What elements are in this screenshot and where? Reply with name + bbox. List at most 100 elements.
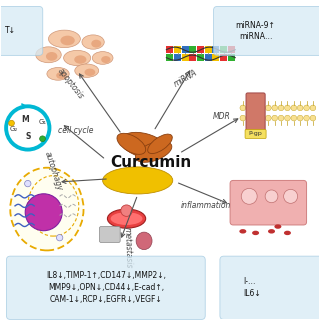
Bar xyxy=(220,46,227,53)
Circle shape xyxy=(246,105,252,111)
Ellipse shape xyxy=(60,36,75,45)
Bar xyxy=(182,54,189,61)
Circle shape xyxy=(284,115,290,121)
Ellipse shape xyxy=(47,68,69,80)
Ellipse shape xyxy=(239,229,246,234)
Circle shape xyxy=(121,205,132,216)
Ellipse shape xyxy=(148,134,172,154)
Ellipse shape xyxy=(274,224,281,229)
Ellipse shape xyxy=(64,50,91,66)
Circle shape xyxy=(266,105,271,111)
Circle shape xyxy=(266,115,271,121)
Bar xyxy=(182,46,189,53)
Text: inflammation: inflammation xyxy=(181,201,231,210)
Circle shape xyxy=(246,115,252,121)
Ellipse shape xyxy=(92,52,113,64)
Ellipse shape xyxy=(46,52,57,61)
Ellipse shape xyxy=(101,56,110,63)
Circle shape xyxy=(259,105,265,111)
Ellipse shape xyxy=(108,209,146,228)
Ellipse shape xyxy=(82,35,104,49)
Text: P-gp: P-gp xyxy=(249,132,262,137)
Circle shape xyxy=(265,190,278,203)
Circle shape xyxy=(297,105,303,111)
Bar xyxy=(166,54,173,61)
Bar xyxy=(189,46,196,53)
Circle shape xyxy=(272,105,277,111)
Ellipse shape xyxy=(75,64,99,77)
FancyBboxPatch shape xyxy=(220,256,320,319)
FancyBboxPatch shape xyxy=(230,180,307,225)
FancyBboxPatch shape xyxy=(0,6,43,55)
FancyBboxPatch shape xyxy=(245,130,266,139)
Circle shape xyxy=(310,105,316,111)
Text: IL8↓,TIMP-1↑,CD147↓,MMP2↓,
MMP9↓,OPN↓,CD44↓,E-cad↑,
CAM-1↓,RCP↓,EGFR↓,VEGF↓: IL8↓,TIMP-1↑,CD147↓,MMP2↓, MMP9↓,OPN↓,CD… xyxy=(46,271,166,304)
Text: G₂: G₂ xyxy=(10,126,18,132)
Bar xyxy=(189,54,196,61)
FancyBboxPatch shape xyxy=(100,227,120,243)
Ellipse shape xyxy=(84,68,95,76)
Ellipse shape xyxy=(91,40,101,48)
Bar xyxy=(204,46,212,53)
Circle shape xyxy=(310,115,316,121)
Circle shape xyxy=(253,105,259,111)
Circle shape xyxy=(241,188,257,204)
Circle shape xyxy=(259,115,265,121)
Circle shape xyxy=(278,105,284,111)
Circle shape xyxy=(304,105,309,111)
Circle shape xyxy=(253,115,259,121)
Bar xyxy=(197,54,204,61)
Bar xyxy=(204,54,212,61)
Ellipse shape xyxy=(103,167,173,194)
Bar xyxy=(212,46,219,53)
Circle shape xyxy=(40,136,45,142)
Text: MDR: MDR xyxy=(213,112,231,121)
Ellipse shape xyxy=(136,232,152,250)
Circle shape xyxy=(240,105,246,111)
FancyBboxPatch shape xyxy=(213,6,320,55)
FancyBboxPatch shape xyxy=(6,256,205,319)
Ellipse shape xyxy=(74,55,86,64)
Bar xyxy=(228,54,235,61)
Text: S: S xyxy=(25,132,30,141)
Bar xyxy=(197,46,204,53)
Circle shape xyxy=(284,105,290,111)
Text: Curcumin: Curcumin xyxy=(110,156,191,171)
Circle shape xyxy=(297,115,303,121)
Text: M: M xyxy=(21,115,29,124)
Ellipse shape xyxy=(284,231,291,235)
Circle shape xyxy=(304,115,309,121)
Ellipse shape xyxy=(10,168,84,251)
FancyBboxPatch shape xyxy=(246,93,265,133)
Circle shape xyxy=(240,115,246,121)
Ellipse shape xyxy=(121,132,167,158)
Text: miRNA: miRNA xyxy=(172,68,199,89)
Text: I-…
IL6↓: I-… IL6↓ xyxy=(243,277,260,298)
Ellipse shape xyxy=(49,30,80,48)
Ellipse shape xyxy=(135,141,172,162)
Ellipse shape xyxy=(268,229,275,234)
Ellipse shape xyxy=(36,47,61,63)
Ellipse shape xyxy=(252,231,259,235)
Ellipse shape xyxy=(56,72,66,79)
Bar xyxy=(212,54,219,61)
Circle shape xyxy=(284,189,298,203)
Ellipse shape xyxy=(117,133,146,154)
Text: apoptosis: apoptosis xyxy=(56,66,86,101)
Circle shape xyxy=(56,235,63,241)
Ellipse shape xyxy=(111,212,142,225)
Bar xyxy=(174,46,181,53)
Bar xyxy=(174,54,181,61)
Text: G₁: G₁ xyxy=(39,119,47,125)
Bar xyxy=(228,46,235,53)
Circle shape xyxy=(25,194,62,231)
Text: miRNA-9↑
miRNA…: miRNA-9↑ miRNA… xyxy=(236,20,276,41)
Bar xyxy=(220,54,227,61)
Circle shape xyxy=(291,115,297,121)
Circle shape xyxy=(9,120,14,126)
Circle shape xyxy=(278,115,284,121)
Text: T↓: T↓ xyxy=(5,27,16,36)
Bar xyxy=(166,46,173,53)
Text: autophagy: autophagy xyxy=(43,150,64,192)
Circle shape xyxy=(291,105,297,111)
